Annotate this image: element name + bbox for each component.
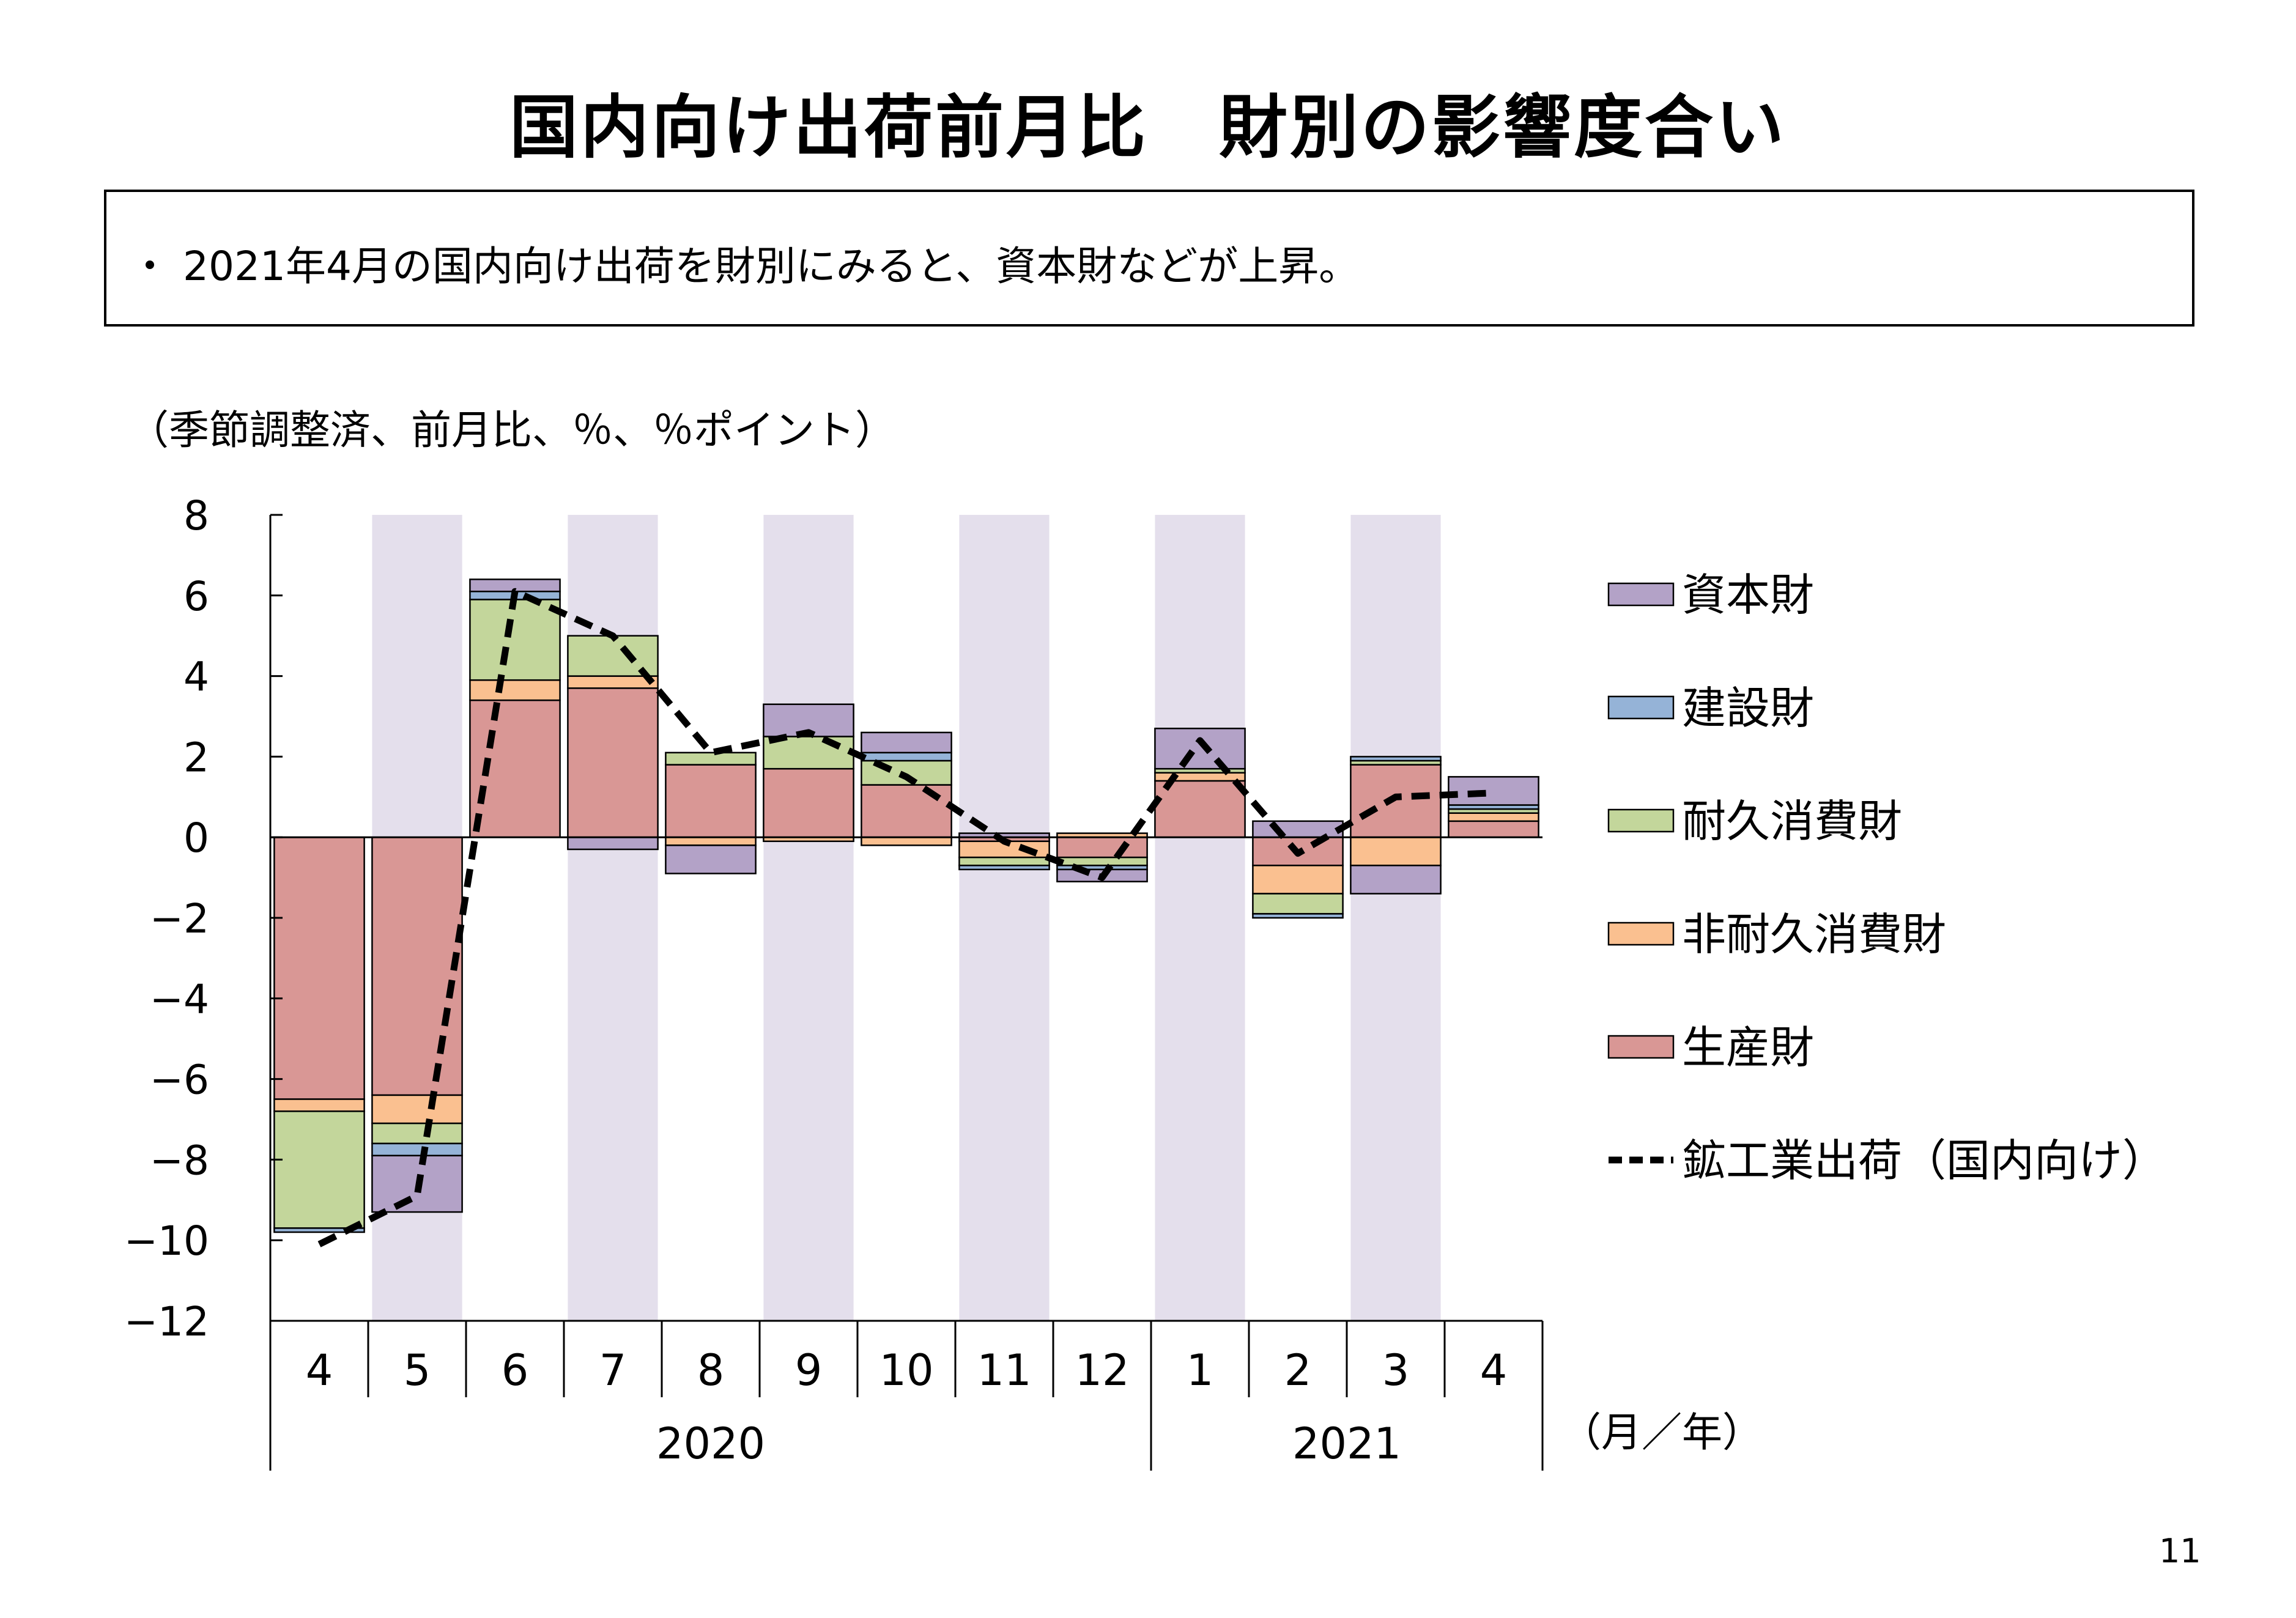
bar-segment-construction — [958, 865, 1050, 871]
x-tick-label: 11 — [977, 1345, 1031, 1395]
x-tick-label: 6 — [502, 1345, 529, 1395]
bar-segment-production — [763, 767, 854, 838]
bar-segment-nondurable — [371, 1094, 463, 1125]
bar-segment-production — [273, 836, 365, 1100]
bar-segment-production — [1448, 820, 1539, 838]
bar-segment-production — [1154, 780, 1246, 838]
page-title: 国内向け出荷前月比 財別の影響度合い — [509, 88, 1787, 168]
y-tick-label: −6 — [150, 1057, 209, 1104]
bar-segment-production — [861, 784, 952, 838]
legend-swatch-nondurable — [1607, 922, 1675, 946]
bar-segment-construction — [371, 1142, 463, 1157]
bar-segment-durable — [1252, 893, 1344, 915]
bar-segment-production — [1350, 764, 1442, 838]
year-label: 2020 — [656, 1419, 765, 1469]
y-tick-label: −2 — [150, 895, 209, 942]
bar-segment-nondurable — [1252, 865, 1344, 895]
bar-segment-capital — [861, 731, 952, 754]
bar-segment-construction — [1252, 913, 1344, 919]
summary-box: ・ 2021年4月の国内向け出荷を財別にみると、資本財などが上昇。 — [104, 190, 2194, 327]
bar-segment-durable — [273, 1110, 365, 1229]
y-tick-label: 4 — [183, 654, 209, 701]
bar-segment-capital — [1154, 728, 1246, 770]
legend-label-nondurable: 非耐久消費財 — [1682, 909, 1946, 960]
y-tick-label: −12 — [124, 1298, 209, 1345]
x-tick-label: 3 — [1382, 1345, 1410, 1395]
bar-segment-capital — [1252, 820, 1344, 838]
bar-segment-durable — [958, 856, 1050, 866]
x-unit-label: （月／年） — [1561, 1409, 1763, 1456]
shaded-band — [1155, 515, 1245, 1321]
shaded-band — [959, 515, 1050, 1321]
bar-segment-production — [1056, 836, 1148, 859]
line-series-shipments — [317, 588, 1494, 1247]
bar-segment-construction — [273, 1227, 365, 1233]
bar-segment-nondurable — [1448, 812, 1539, 822]
legend-label-construction: 建設財 — [1682, 682, 1814, 734]
y-tick-label: −10 — [124, 1217, 209, 1265]
bar-segment-production — [567, 687, 659, 838]
bar-segment-durable — [469, 599, 561, 681]
bar-segment-nondurable — [1350, 836, 1442, 866]
bar-segment-nondurable — [469, 679, 561, 701]
legend-swatch-production — [1607, 1035, 1675, 1059]
x-tick-label: 5 — [404, 1345, 431, 1395]
shaded-band — [1350, 515, 1441, 1321]
y-tick-label: −4 — [150, 976, 209, 1023]
bar-segment-durable — [1056, 856, 1148, 866]
bar-segment-capital — [1448, 776, 1539, 806]
x-tick-label: 1 — [1187, 1345, 1214, 1395]
legend-label-production: 生産財 — [1682, 1022, 1814, 1073]
legend-label-capital: 資本財 — [1682, 569, 1814, 621]
bar-segment-durable — [371, 1122, 463, 1145]
shaded-band — [763, 515, 854, 1321]
x-tick-label: 8 — [697, 1345, 725, 1395]
bar-segment-production — [371, 836, 463, 1096]
unit-note: （季節調整済、前月比、％、％ポイント） — [128, 407, 895, 454]
bar-segment-capital — [567, 836, 659, 851]
bar-segment-capital — [1350, 865, 1442, 895]
legend-swatch-construction — [1607, 695, 1675, 720]
bar-segment-nondurable — [665, 836, 757, 846]
x-tick-label: 7 — [599, 1345, 627, 1395]
summary-text: ・ 2021年4月の国内向け出荷を財別にみると、資本財などが上昇。 — [130, 243, 1360, 290]
x-tick-label: 4 — [306, 1345, 333, 1395]
y-tick-label: 8 — [183, 492, 209, 539]
legend-swatch-capital — [1607, 582, 1675, 607]
legend-label-line: 鉱工業出荷（国内向け） — [1682, 1135, 2166, 1186]
bar-segment-construction — [861, 752, 952, 762]
y-tick-label: −8 — [150, 1137, 209, 1184]
legend-label-durable: 耐久消費財 — [1682, 796, 1902, 847]
y-tick-label: 2 — [183, 734, 209, 781]
y-tick-label: 6 — [183, 573, 209, 620]
bar-segment-production — [665, 764, 757, 838]
x-tick-label: 9 — [795, 1345, 823, 1395]
x-tick-label: 12 — [1075, 1345, 1129, 1395]
x-tick-label: 4 — [1480, 1345, 1508, 1395]
bar-segment-construction — [1350, 756, 1442, 762]
y-tick-label: 0 — [183, 815, 209, 862]
year-label: 2021 — [1292, 1419, 1401, 1469]
bar-segment-capital — [665, 844, 757, 874]
x-tick-label: 2 — [1284, 1345, 1312, 1395]
page-number: 11 — [2159, 1532, 2201, 1570]
bar-segment-nondurable — [273, 1098, 365, 1112]
x-tick-label: 10 — [879, 1345, 933, 1395]
bar-segment-durable — [665, 752, 757, 766]
legend-swatch-durable — [1607, 808, 1675, 833]
bar-segment-nondurable — [861, 836, 952, 846]
